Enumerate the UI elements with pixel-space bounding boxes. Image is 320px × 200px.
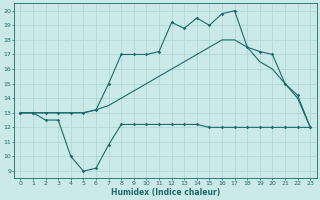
X-axis label: Humidex (Indice chaleur): Humidex (Indice chaleur) [111,188,220,197]
